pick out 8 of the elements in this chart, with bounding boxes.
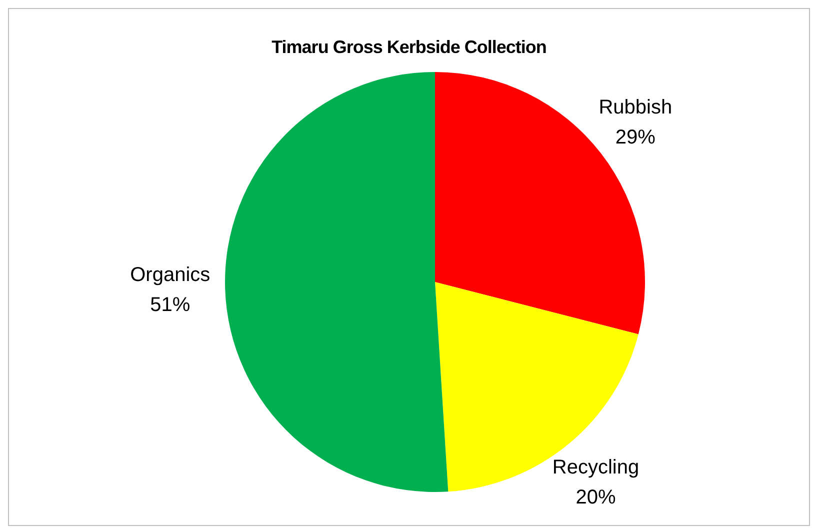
slice-label: Recycling <box>552 456 640 478</box>
slice-label: Organics <box>130 264 210 286</box>
data-label: 29% <box>615 126 656 149</box>
pie-slice <box>225 72 448 492</box>
chart-title: Timaru Gross Kerbside Collection <box>270 37 548 58</box>
slice-label: Rubbish <box>598 96 672 119</box>
data-label: 51% <box>150 294 190 316</box>
data-label: 20% <box>576 486 616 508</box>
